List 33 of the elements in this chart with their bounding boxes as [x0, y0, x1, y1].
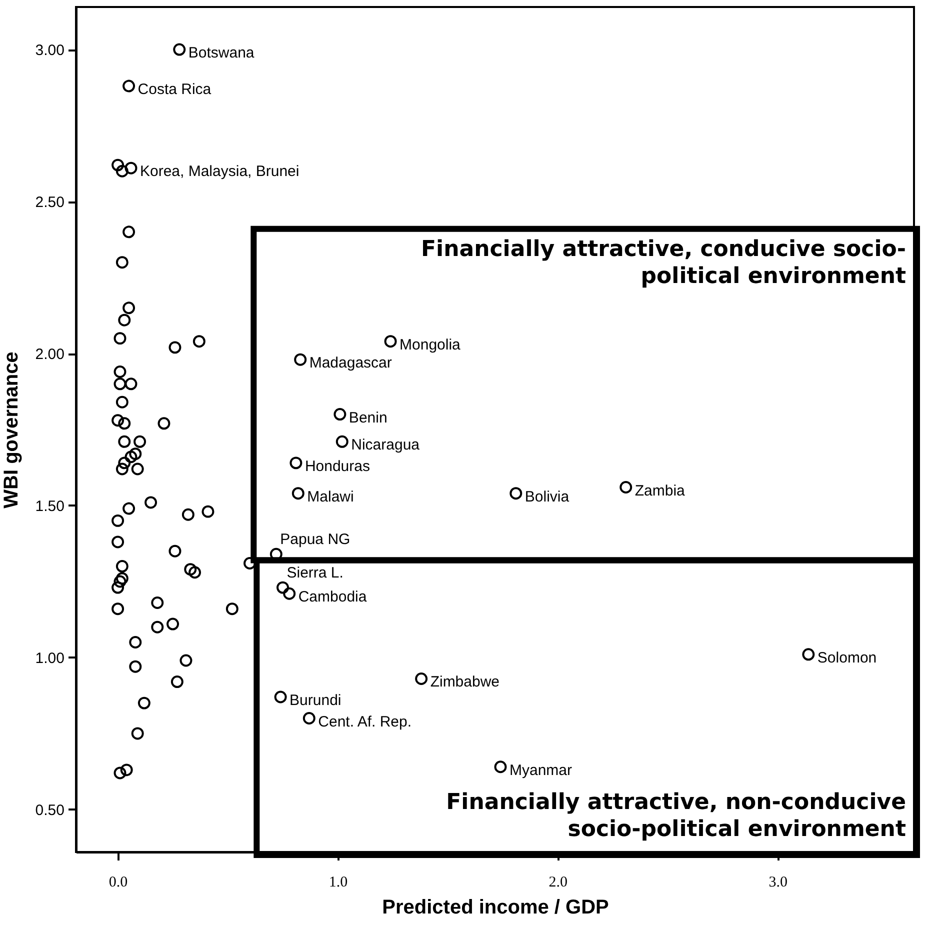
y-tick-label: 2.00: [35, 346, 64, 364]
annotation: Benin: [348, 409, 388, 426]
y-tick-label: 1.50: [35, 498, 64, 515]
y-tick-label: 0.50: [35, 802, 64, 819]
x-axis-title: Predicted income / GDP: [382, 896, 609, 918]
annotation: Nicaragua: [351, 436, 420, 454]
annotation: Sierra L.: [286, 564, 344, 582]
annotation: Madagascar: [309, 354, 392, 372]
y-tick-label: 2.50: [35, 194, 64, 212]
annotation: Papua NG: [280, 531, 350, 548]
annotation: Solomon: [817, 649, 877, 666]
annotation: Korea, Malaysia, Brunei: [140, 163, 300, 180]
x-tick-label: 0.0: [108, 874, 128, 890]
annotation: Costa Rica: [138, 81, 212, 98]
annotation: Cent. Af. Rep.: [318, 713, 412, 730]
y-tick-label: 3.00: [35, 42, 64, 60]
annotation: Zambia: [634, 482, 686, 500]
x-tick-label: 1.0: [328, 874, 348, 890]
annotation: Malawi: [307, 488, 354, 506]
y-axis-title: WBI governance: [0, 352, 22, 508]
x-tick-label: 2.0: [548, 874, 568, 890]
x-tick-label: 3.0: [768, 874, 788, 890]
y-tick-label: 1.00: [35, 650, 64, 667]
annotation: Bolivia: [524, 488, 570, 506]
annotation: Zimbabwe: [430, 674, 500, 691]
annotation: Honduras: [304, 458, 370, 475]
annotation: Botswana: [188, 44, 255, 62]
annotation: Mongolia: [400, 336, 462, 354]
annotation: Myanmar: [510, 762, 572, 779]
annotation: Burundi: [290, 692, 342, 709]
annotation: Cambodia: [298, 588, 368, 606]
annotation: Financially attractive, conducive socio-political environment: [421, 236, 906, 289]
annotation: Financially attractive, non-conducive socio-political environment: [446, 790, 906, 842]
